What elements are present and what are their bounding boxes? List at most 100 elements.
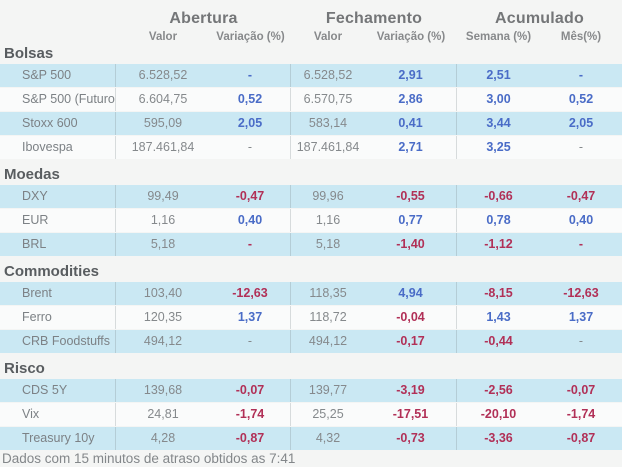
subheader-abertura-valor: Valor <box>148 31 178 43</box>
section-title: Risco <box>4 360 45 377</box>
cell-mes-pct: -0,07 <box>566 383 596 397</box>
cell-semana-pct: -0,66 <box>484 189 513 203</box>
subheader-semana: Semana (%) <box>465 31 532 43</box>
cell-abertura-variacao: -12,63 <box>210 282 291 305</box>
row-label: Ferro <box>0 306 116 329</box>
section-title: Commodities <box>4 263 100 280</box>
row-label: DXY <box>0 185 116 208</box>
cell-fechamento-variacao: 2,91 <box>365 64 457 87</box>
cell-mes-pct: -12,63 <box>563 286 599 300</box>
cell-mes-pct: 1,37 <box>568 310 594 324</box>
cell-fechamento-variacao: -0,55 <box>365 185 457 208</box>
row-label: S&P 500 <box>0 64 116 87</box>
cell-abertura-valor: 187.461,84 <box>131 140 195 154</box>
cell-fechamento-valor: 494,12 <box>308 334 348 348</box>
row-label: Treasury 10y <box>0 427 116 450</box>
table-row-treasury-10y: Treasury 10y 4,28 -0,87 4,32 -0,73 -3,36 -0,87 <box>0 427 622 450</box>
cell-fechamento-valor: 25,25 <box>312 407 344 421</box>
cell-semana-pct: 1,43 <box>486 310 511 324</box>
cell-abertura-variacao: - <box>210 233 291 256</box>
data-delay-note: Dados com 15 minutos de atraso obtidos a… <box>2 451 296 466</box>
table-row-eur: EUR 1,16 0,40 1,16 0,77 0,78 0,40 <box>0 209 622 232</box>
cell-mes-pct: - <box>578 68 584 82</box>
cell-fechamento-valor: 99,96 <box>312 189 344 203</box>
row-label: Ibovespa <box>0 136 116 159</box>
section-risco: Risco CDS 5Y 139,68 -0,07 139,77 -3,19 -2,56 -0… <box>0 354 622 450</box>
cell-abertura-valor: 4,28 <box>150 431 176 445</box>
cell-fechamento-variacao: 4,94 <box>365 282 457 305</box>
cell-abertura-valor: 5,18 <box>150 237 176 251</box>
cell-semana-pct: -8,15 <box>484 286 513 300</box>
cell-semana-pct: -1,12 <box>484 237 513 251</box>
cell-fechamento-valor: 187.461,84 <box>296 140 360 154</box>
section-moedas: Moedas DXY 99,49 -0,47 99,96 -0,55 -0,66 -0,47 E… <box>0 160 622 256</box>
cell-abertura-variacao: 2,05 <box>210 112 291 135</box>
cell-abertura-valor: 24,81 <box>147 407 179 421</box>
subheader-mes: Mês(%) <box>560 31 602 43</box>
cell-fechamento-valor: 1,16 <box>315 213 341 227</box>
table-row-stoxx-600: Stoxx 600 595,09 2,05 583,14 0,41 3,44 2,05 <box>0 112 622 135</box>
cell-abertura-valor: 6.604,75 <box>138 92 188 106</box>
cell-abertura-variacao: - <box>210 136 291 159</box>
cell-abertura-valor: 120,35 <box>143 310 183 324</box>
cell-semana-pct: -2,56 <box>484 383 513 397</box>
cell-fechamento-variacao: -1,40 <box>365 233 457 256</box>
cell-fechamento-valor: 118,35 <box>309 286 347 300</box>
cell-abertura-valor: 1,16 <box>150 213 176 227</box>
cell-fechamento-valor: 6.570,75 <box>303 92 353 106</box>
cell-abertura-variacao: -0,47 <box>210 185 291 208</box>
cell-mes-pct: - <box>578 334 584 348</box>
cell-abertura-variacao: - <box>210 330 291 353</box>
cell-mes-pct: 2,05 <box>568 116 594 130</box>
table-row-dxy: DXY 99,49 -0,47 99,96 -0,55 -0,66 -0,47 <box>0 185 622 208</box>
cell-abertura-valor: 595,09 <box>143 116 183 130</box>
row-label: CDS 5Y <box>0 379 116 402</box>
cell-fechamento-variacao: -0,04 <box>365 306 457 329</box>
table-header: Abertura Fechamento Acumulado Valor Vari… <box>0 0 622 46</box>
row-label: BRL <box>0 233 116 256</box>
column-group-abertura: Abertura <box>169 10 238 27</box>
cell-abertura-variacao: - <box>210 64 291 87</box>
cell-abertura-variacao: 0,40 <box>210 209 291 232</box>
cell-abertura-valor: 494,12 <box>143 334 183 348</box>
cell-mes-pct: -1,74 <box>566 407 596 421</box>
cell-abertura-variacao: -0,07 <box>210 379 291 402</box>
cell-semana-pct: 2,51 <box>486 68 511 82</box>
section-title: Moedas <box>4 166 60 183</box>
cell-fechamento-valor: 6.528,52 <box>303 68 353 82</box>
cell-mes-pct: -0,47 <box>566 189 596 203</box>
cell-fechamento-variacao: 0,41 <box>365 112 457 135</box>
cell-mes-pct: 0,52 <box>568 92 594 106</box>
cell-semana-pct: 3,25 <box>486 140 511 154</box>
cell-abertura-valor: 103,40 <box>143 286 183 300</box>
row-label: CRB Foodstuffs <box>0 330 116 353</box>
table-row-cds-5y: CDS 5Y 139,68 -0,07 139,77 -3,19 -2,56 -0,07 <box>0 379 622 402</box>
cell-semana-pct: -3,36 <box>484 431 513 445</box>
cell-abertura-valor: 99,49 <box>147 189 179 203</box>
row-label: Stoxx 600 <box>0 112 116 135</box>
column-group-row: Abertura Fechamento Acumulado <box>0 8 622 28</box>
cell-semana-pct: 3,44 <box>486 116 511 130</box>
cell-fechamento-variacao: 2,86 <box>365 88 457 111</box>
cell-fechamento-valor: 5,18 <box>315 237 341 251</box>
section-commodities: Commodities Brent 103,40 -12,63 118,35 4,94 -8… <box>0 257 622 353</box>
cell-fechamento-valor: 4,32 <box>315 431 341 445</box>
cell-fechamento-variacao: 0,77 <box>365 209 457 232</box>
cell-fechamento-valor: 118,72 <box>309 310 347 324</box>
table-row-ibovespa: Ibovespa 187.461,84-187.461,84 2,71 3,25- <box>0 136 622 159</box>
column-subheader-row: Valor Variação (%) Valor Variação (%) Se… <box>0 28 622 46</box>
table-body: Bolsas S&P 500 6.528,52-6.528,52 2,91 2,51- S… <box>0 46 622 450</box>
cell-fechamento-variacao: -0,73 <box>365 427 457 450</box>
section-bolsas: Bolsas S&P 500 6.528,52-6.528,52 2,91 2,51- S… <box>0 46 622 159</box>
cell-fechamento-variacao: -0,17 <box>365 330 457 353</box>
cell-semana-pct: 0,78 <box>486 213 511 227</box>
column-group-acumulado: Acumulado <box>495 10 584 27</box>
row-label: EUR <box>0 209 116 232</box>
table-row-brl: BRL 5,18 - 5,18 -1,40 -1,12 - <box>0 233 622 256</box>
table-row-brent: Brent 103,40 -12,63 118,35 4,94 -8,15 -12,63 <box>0 282 622 305</box>
table-row-crb-foodstuffs: CRB Foodstuffs 494,12 - 494,12 -0,17 -0,44 - <box>0 330 622 353</box>
cell-abertura-variacao: -1,74 <box>210 403 291 426</box>
table-row-vix: Vix 24,81 -1,74 25,25 -17,51 -20,10 -1,74 <box>0 403 622 426</box>
section-title: Bolsas <box>4 45 54 62</box>
